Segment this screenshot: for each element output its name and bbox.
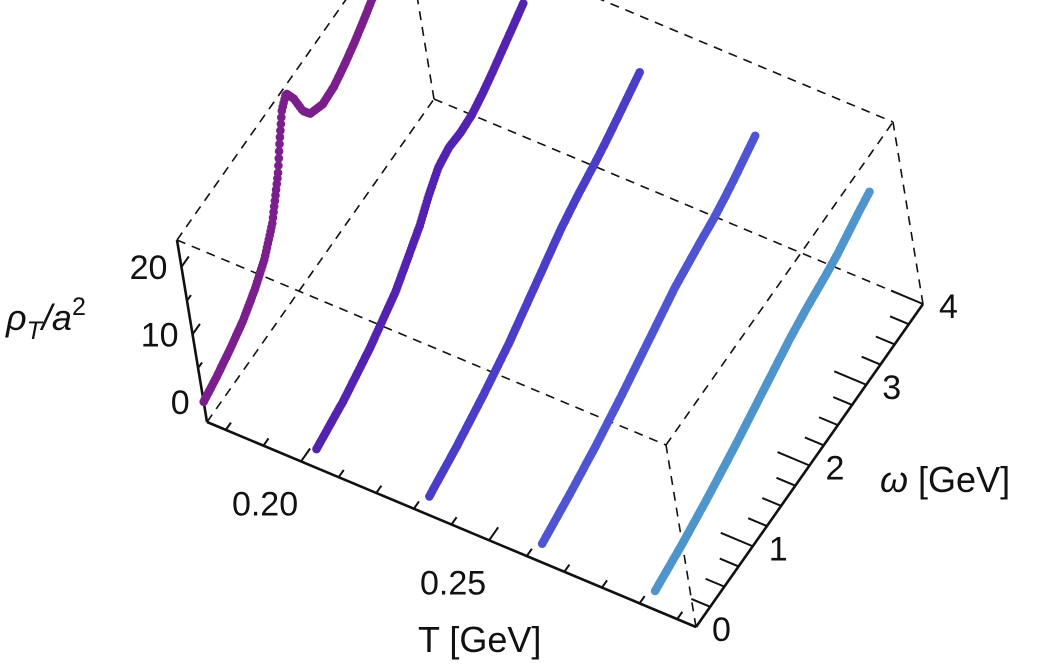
data-point xyxy=(274,161,283,170)
y-tick-mark xyxy=(747,517,768,527)
y-tick-mark xyxy=(720,531,754,548)
x-tick-mark xyxy=(375,485,383,494)
y-tick-mark xyxy=(818,416,839,427)
y-tick-mark xyxy=(776,476,796,487)
y-tick-mark xyxy=(875,335,896,346)
y-tick-mark xyxy=(804,436,825,447)
x-tick-mark xyxy=(563,563,571,573)
box-edge-top-left xyxy=(176,0,347,241)
x-tick-mark xyxy=(413,500,420,510)
y-tick-mark xyxy=(761,497,782,507)
y-tick-mark xyxy=(889,315,910,326)
y-tick-mark xyxy=(663,612,697,628)
x-tick-mark xyxy=(224,422,232,431)
y-tick-label: 3 xyxy=(882,369,901,407)
data-point xyxy=(276,119,286,129)
x-tick-label: 0.25 xyxy=(420,564,486,602)
data-series xyxy=(199,0,874,596)
z-tick-label: 20 xyxy=(130,249,168,287)
y-tick-mark xyxy=(833,370,867,386)
x-tick-mark xyxy=(601,579,608,589)
z-tick-mark xyxy=(197,361,203,369)
plot-axes: 0.20 0.25 0 1 2 3 4 0 10 20 xyxy=(130,249,958,649)
y-tick-mark xyxy=(690,598,711,608)
x-tick-mark xyxy=(262,437,270,447)
z-axis-label: ρT/a2 xyxy=(5,293,86,345)
axis-labels: ρT/a2 T [GeV] ω [GeV] xyxy=(5,293,1010,660)
y-tick-mark xyxy=(719,557,739,568)
data-point xyxy=(750,131,760,141)
x-tick-mark xyxy=(337,469,345,478)
z-tick-mark xyxy=(180,255,190,268)
box-edge-back-vertical xyxy=(416,0,435,100)
box-edge-left-vertical xyxy=(175,239,209,423)
z-tick-label: 0 xyxy=(171,384,190,422)
x-tick-mark xyxy=(638,595,646,604)
data-point xyxy=(274,147,284,156)
x-tick-mark xyxy=(450,516,458,526)
data-point xyxy=(368,0,377,3)
series-t-0-175 xyxy=(199,0,377,407)
x-tick-mark xyxy=(525,548,533,557)
x-axis-label: T [GeV] xyxy=(418,619,541,660)
data-point xyxy=(635,68,644,77)
box-edge-right-vertical xyxy=(892,121,924,305)
series-t-0-265 xyxy=(537,131,760,548)
data-point xyxy=(275,139,284,149)
data-point xyxy=(274,154,284,163)
data-point xyxy=(519,0,528,8)
z-tick-label: 10 xyxy=(141,316,179,354)
y-tick-mark xyxy=(890,289,924,305)
data-point xyxy=(273,168,283,178)
box-edge-back-bottom xyxy=(206,98,435,423)
x-tick-mark xyxy=(676,611,684,620)
y-tick-label: 1 xyxy=(769,530,788,568)
z-tick-mark xyxy=(191,323,201,335)
box-edge-top-right xyxy=(665,121,894,446)
data-point xyxy=(865,187,874,197)
z-tick-mark xyxy=(186,294,192,302)
y-tick-mark xyxy=(705,577,725,588)
data-point xyxy=(276,126,285,135)
series-t-0-205 xyxy=(312,0,528,454)
y-tick-label: 0 xyxy=(712,611,731,649)
box-edge-top-front xyxy=(176,239,667,446)
y-tick-mark xyxy=(777,451,810,467)
y-tick-mark xyxy=(832,396,853,406)
y-tick-label: 4 xyxy=(939,288,958,326)
x-tick-label: 0.20 xyxy=(232,485,298,523)
y-tick-mark xyxy=(861,355,881,366)
series-t-0-295 xyxy=(650,187,874,596)
y-tick-label: 2 xyxy=(826,450,845,488)
data-point xyxy=(277,113,286,122)
x-tick-mark xyxy=(300,447,311,462)
x-tick-mark xyxy=(488,526,500,541)
y-axis-label: ω [GeV] xyxy=(880,459,1010,500)
data-point xyxy=(275,132,285,142)
box-edge-back-floor xyxy=(433,98,924,305)
series-t-0-235 xyxy=(425,68,644,501)
